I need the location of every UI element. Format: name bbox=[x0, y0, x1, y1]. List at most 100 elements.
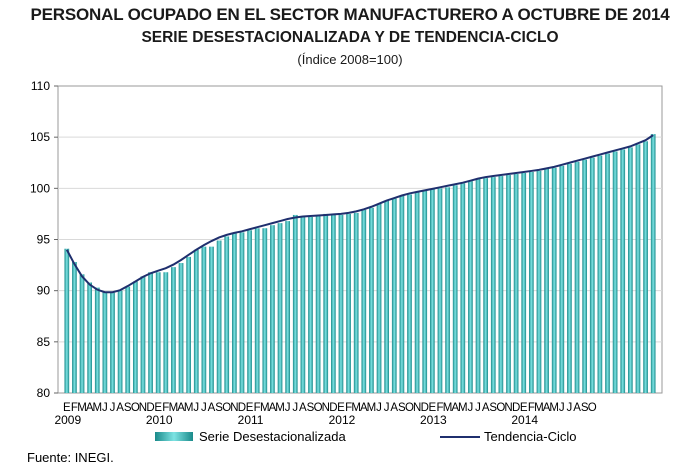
x-month-label: M bbox=[549, 402, 559, 414]
x-month-label: J bbox=[285, 402, 291, 414]
legend-bar-swatch bbox=[155, 432, 193, 441]
bar bbox=[102, 291, 108, 393]
x-month-label: J bbox=[110, 402, 116, 414]
bar bbox=[429, 189, 435, 393]
bar bbox=[201, 246, 207, 393]
bar bbox=[132, 281, 138, 393]
x-month-label: E bbox=[429, 402, 437, 414]
x-month-label: N bbox=[413, 402, 421, 414]
bar bbox=[193, 249, 199, 393]
bar bbox=[376, 203, 382, 393]
bar bbox=[620, 149, 626, 393]
x-month-label: J bbox=[201, 402, 207, 414]
bar bbox=[643, 141, 648, 393]
legend-bar-label: Serie Desestacionalizada bbox=[199, 429, 346, 444]
y-tick-label: 85 bbox=[37, 335, 51, 349]
bar bbox=[422, 190, 428, 393]
bar bbox=[353, 212, 359, 393]
source-note: Fuente: INEGI. bbox=[27, 450, 114, 465]
y-tick-label: 90 bbox=[37, 284, 51, 298]
bar bbox=[567, 163, 572, 393]
x-month-label: A bbox=[482, 402, 490, 414]
x-month-label: O bbox=[314, 402, 323, 414]
y-tick-label: 95 bbox=[37, 233, 51, 247]
bar bbox=[277, 223, 283, 393]
bar bbox=[315, 215, 321, 393]
x-year-label: 2013 bbox=[420, 413, 447, 427]
x-year-label: 2010 bbox=[146, 413, 173, 427]
bar bbox=[490, 177, 496, 393]
bar bbox=[247, 230, 252, 393]
bar bbox=[544, 168, 549, 393]
bar bbox=[551, 167, 557, 393]
x-month-label: A bbox=[116, 402, 124, 414]
bar bbox=[513, 174, 519, 393]
bar bbox=[330, 213, 336, 393]
x-month-label: D bbox=[421, 402, 429, 414]
x-month-label: F bbox=[528, 402, 535, 414]
bar bbox=[468, 181, 473, 393]
x-month-label: S bbox=[489, 402, 497, 414]
bars bbox=[64, 134, 656, 393]
x-month-label: J bbox=[559, 402, 565, 414]
bar bbox=[231, 233, 237, 393]
x-month-label: D bbox=[238, 402, 246, 414]
bar bbox=[72, 262, 77, 393]
x-month-label: D bbox=[329, 402, 337, 414]
x-axis: E F MAM J J A S ON D E F MAM J J A S ON D E F MAM J J A S ON D E F MA… bbox=[54, 402, 596, 427]
bar bbox=[475, 179, 481, 393]
bar bbox=[384, 200, 390, 393]
bar bbox=[148, 272, 153, 393]
x-month-label: O bbox=[496, 402, 505, 414]
bar bbox=[506, 175, 511, 393]
x-month-label: M bbox=[169, 402, 179, 414]
x-month-label: N bbox=[230, 402, 238, 414]
trend-line bbox=[65, 134, 654, 294]
x-month-label: D bbox=[512, 402, 520, 414]
bar bbox=[498, 176, 504, 393]
x-month-label: A bbox=[390, 402, 398, 414]
x-month-label: A bbox=[451, 402, 459, 414]
bar bbox=[338, 214, 344, 393]
x-month-label: F bbox=[71, 402, 78, 414]
x-month-label: S bbox=[124, 402, 132, 414]
chart-units: (Índice 2008=100) bbox=[297, 52, 403, 67]
bar bbox=[437, 188, 443, 393]
x-month-label: J bbox=[376, 402, 382, 414]
x-month-label: M bbox=[92, 402, 102, 414]
x-month-label: O bbox=[405, 402, 414, 414]
bar bbox=[323, 213, 329, 393]
x-month-label: M bbox=[443, 402, 453, 414]
bar bbox=[361, 209, 367, 393]
x-month-label: S bbox=[398, 402, 406, 414]
x-month-label: O bbox=[222, 402, 231, 414]
bar bbox=[300, 215, 306, 393]
x-month-label: M bbox=[351, 402, 361, 414]
bar bbox=[483, 178, 489, 393]
x-month-label: J bbox=[567, 402, 573, 414]
bar bbox=[605, 153, 610, 393]
bar bbox=[346, 213, 351, 393]
bar bbox=[262, 228, 268, 393]
x-month-label: F bbox=[254, 402, 261, 414]
bar bbox=[125, 286, 131, 393]
x-month-label: J bbox=[292, 402, 298, 414]
x-month-label: A bbox=[269, 402, 277, 414]
x-month-label: E bbox=[246, 402, 254, 414]
y-tick-label: 110 bbox=[31, 79, 50, 93]
bar bbox=[627, 147, 633, 393]
chart-subtitle: SERIE DESESTACIONALIZADA Y DE TENDENCIA-… bbox=[141, 29, 559, 46]
x-month-label: S bbox=[581, 402, 589, 414]
x-month-label: S bbox=[215, 402, 223, 414]
x-month-label: E bbox=[154, 402, 162, 414]
bar bbox=[460, 183, 466, 393]
bar bbox=[239, 232, 245, 393]
x-month-label: A bbox=[573, 402, 581, 414]
bar bbox=[216, 240, 222, 393]
bar bbox=[110, 292, 115, 393]
x-year-label: 2009 bbox=[54, 413, 81, 427]
bar bbox=[452, 185, 458, 393]
x-year-label: 2012 bbox=[329, 413, 356, 427]
bar bbox=[163, 272, 169, 393]
